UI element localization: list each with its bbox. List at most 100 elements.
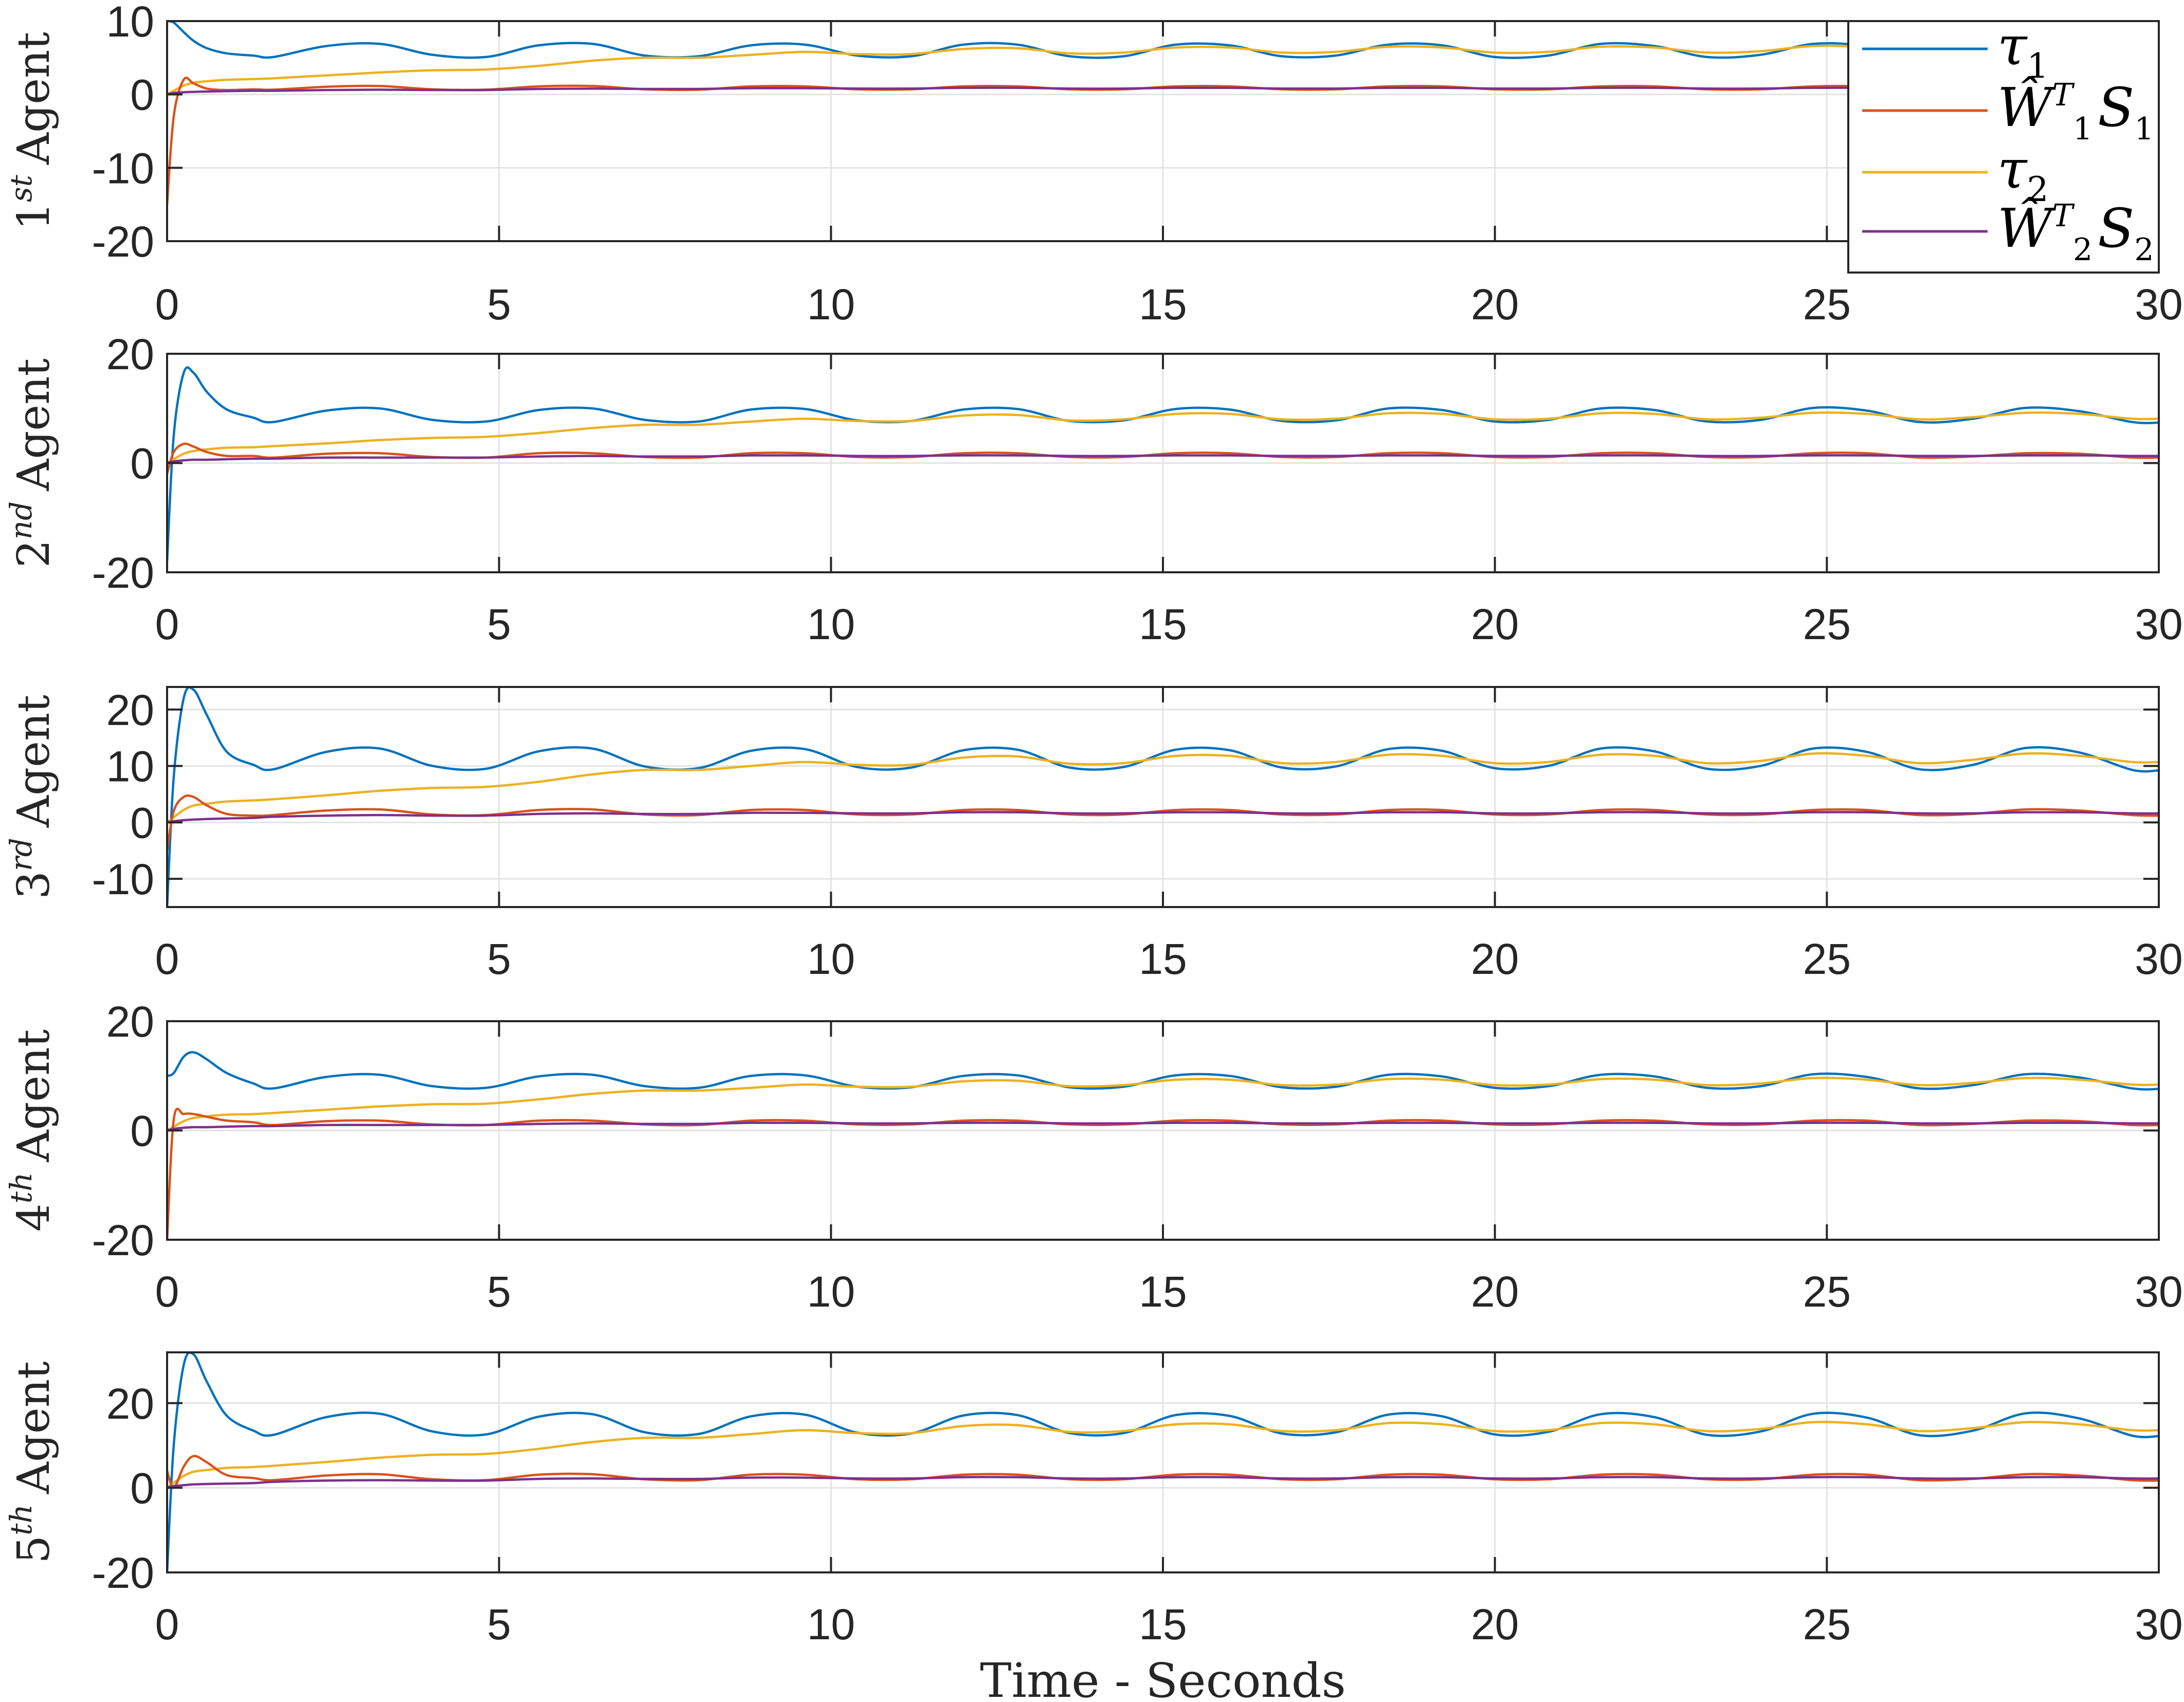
series-line-W2S2: [167, 454, 2159, 464]
legend-entry-W1S1: ŴT1S1: [1862, 76, 2154, 147]
y-tick-label: -20: [92, 218, 154, 266]
series-line-W2S2: [167, 1121, 2159, 1132]
x-tick-label: 20: [1471, 600, 1519, 648]
x-tick-label: 15: [1139, 280, 1187, 329]
series-line-W2S2: [167, 1476, 2159, 1489]
y-tick-label: 20: [106, 1380, 154, 1428]
x-tick-label: 0: [155, 600, 179, 648]
ylabel-ordinal-suffix: th: [4, 1172, 39, 1204]
x-tick-label: 15: [1139, 935, 1187, 983]
x-tick-label: 15: [1139, 1268, 1187, 1316]
y-tick-label: -20: [92, 1216, 154, 1264]
legend-tail: S: [2098, 76, 2134, 139]
y-axis-label: 3rd Agent: [4, 695, 60, 899]
x-tick-label: 10: [807, 935, 855, 983]
series-line-tau2: [167, 44, 2159, 96]
x-tick-label: 5: [487, 935, 511, 983]
legend-superscript: T: [2052, 77, 2075, 113]
series-line-W2S2: [167, 811, 2159, 824]
x-tick-label: 30: [2135, 280, 2182, 329]
legend-symbol: Ŵ: [1997, 76, 2056, 139]
y-tick-label: -20: [92, 549, 154, 597]
x-tick-label: 10: [807, 1600, 855, 1649]
y-tick-label: 20: [106, 330, 154, 378]
series-line-tau1: [167, 1352, 2159, 1572]
x-tick-label: 5: [487, 600, 511, 648]
y-tick-label: -20: [92, 1549, 154, 1597]
x-tick-label: 30: [2135, 1268, 2182, 1316]
ylabel-text: Agent: [8, 358, 60, 492]
series-line-tau1: [167, 21, 2159, 60]
x-tick-label: 0: [155, 1600, 179, 1649]
x-tick-label: 5: [487, 1600, 511, 1649]
x-tick-label: 15: [1139, 1600, 1187, 1649]
y-axis-label: 2nd Agent: [4, 358, 60, 568]
x-tick-label: 25: [1803, 1600, 1851, 1649]
ylabel-ordinal-suffix: rd: [4, 838, 39, 871]
series-line-tau1: [167, 1051, 2159, 1091]
ylabel-text: Agent: [8, 32, 60, 165]
x-tick-label: 5: [487, 280, 511, 329]
legend-tail-subscript: 2: [2134, 232, 2154, 268]
x-tick-label: 20: [1471, 280, 1519, 329]
legend-symbol: τ: [1997, 14, 2028, 77]
y-axis-label: 1st Agent: [4, 32, 60, 230]
y-tick-label: 20: [106, 686, 154, 734]
series-line-tau2: [167, 752, 2159, 824]
y-tick-label: 0: [130, 1107, 154, 1155]
legend-label: τ2: [1997, 138, 2049, 209]
y-tick-label: 0: [130, 799, 154, 847]
ylabel-ordinal-suffix: th: [4, 1504, 39, 1535]
y-tick-label: -10: [92, 855, 154, 903]
legend-tail: S: [2098, 197, 2134, 260]
legend-label: ŴT1S1: [1997, 76, 2154, 147]
x-tick-label: 25: [1803, 600, 1851, 648]
legend-subscript: 1: [2073, 111, 2092, 147]
x-tick-label: 15: [1139, 600, 1187, 648]
x-tick-label: 30: [2135, 935, 2182, 983]
legend-label: ŴT2S2: [1997, 196, 2154, 268]
legend-entry-W2S2: ŴT2S2: [1862, 196, 2154, 268]
x-tick-label: 30: [2135, 600, 2182, 648]
x-tick-label: 10: [807, 280, 855, 329]
legend-label: τ1: [1997, 14, 2049, 86]
ylabel-ordinal-suffix: nd: [4, 501, 39, 539]
legend-superscript: T: [2052, 198, 2075, 234]
y-tick-label: -10: [92, 144, 154, 192]
legend-subscript: 2: [2073, 232, 2092, 268]
ylabel-text: Agent: [8, 1361, 60, 1494]
legend-symbol: τ: [1997, 138, 2028, 201]
y-tick-label: 0: [130, 1464, 154, 1512]
x-tick-label: 20: [1471, 935, 1519, 983]
ylabel-ordinal: 1: [8, 202, 60, 230]
series-line-tau2: [167, 1076, 2159, 1132]
y-axis-label: 5th Agent: [4, 1361, 60, 1563]
legend-subscript: 2: [2027, 170, 2049, 209]
ylabel-text: Agent: [8, 695, 60, 828]
ylabel-ordinal: 4: [8, 1203, 60, 1232]
x-tick-label: 10: [807, 600, 855, 648]
ylabel-ordinal: 2: [8, 539, 60, 568]
x-tick-label: 20: [1471, 1600, 1519, 1649]
legend-symbol: Ŵ: [1997, 196, 2056, 260]
legend-entry-tau1: τ1: [1862, 14, 2049, 86]
ylabel-text: Agent: [8, 1029, 60, 1163]
series-line-W2S2: [167, 86, 2159, 96]
ylabel-ordinal: 5: [8, 1535, 60, 1564]
series-line-W1S1: [167, 794, 2159, 851]
y-tick-label: 0: [130, 440, 154, 488]
x-tick-label: 25: [1803, 280, 1851, 329]
legend-entry-tau2: τ2: [1862, 138, 2049, 209]
y-tick-label: 10: [106, 743, 154, 791]
legend-subscript: 1: [2027, 46, 2049, 86]
x-tick-label: 5: [487, 1268, 511, 1316]
legend-tail-subscript: 1: [2134, 111, 2154, 147]
x-tick-label: 10: [807, 1268, 855, 1316]
series-line-W1S1: [167, 442, 2159, 475]
